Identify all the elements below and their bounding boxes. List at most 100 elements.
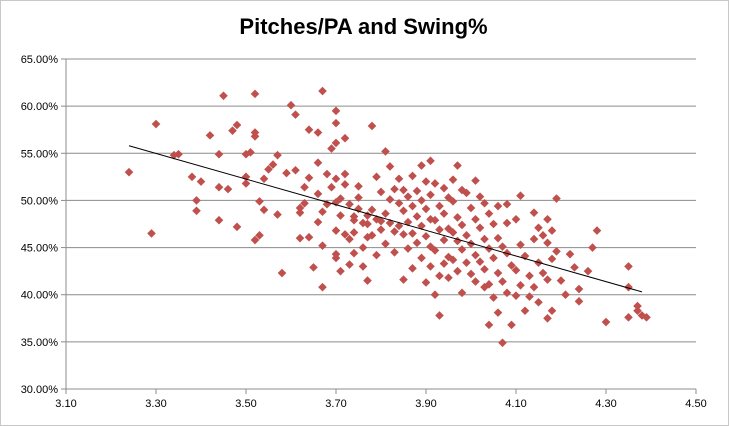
- data-point: [642, 313, 651, 322]
- x-tick-label: 3.10: [55, 398, 76, 410]
- data-point: [309, 263, 318, 272]
- data-point: [534, 223, 543, 233]
- data-point: [448, 197, 458, 206]
- data-point: [385, 162, 395, 171]
- data-point: [264, 165, 273, 174]
- data-point: [624, 313, 633, 322]
- data-point: [318, 207, 327, 217]
- data-point: [507, 320, 516, 330]
- data-point: [232, 222, 242, 232]
- data-point: [403, 192, 413, 201]
- data-point: [466, 203, 476, 213]
- data-point: [475, 192, 485, 201]
- data-point: [430, 179, 440, 188]
- data-point: [457, 245, 467, 254]
- data-point: [192, 206, 201, 216]
- trend-layer: [128, 145, 643, 293]
- data-point: [232, 120, 242, 130]
- x-tick-label: 4.10: [505, 398, 526, 410]
- data-point: [367, 121, 377, 131]
- data-point: [453, 213, 462, 222]
- data-point: [381, 147, 390, 156]
- data-point: [304, 232, 314, 242]
- data-point: [462, 188, 471, 198]
- data-point: [633, 301, 642, 311]
- data-point: [507, 261, 516, 270]
- data-point: [439, 183, 449, 193]
- data-point: [520, 251, 530, 261]
- data-point: [147, 229, 156, 238]
- data-point: [516, 280, 525, 290]
- data-point: [246, 148, 255, 157]
- data-point: [187, 172, 197, 182]
- data-point: [493, 268, 503, 278]
- data-point: [547, 306, 557, 316]
- data-point: [241, 172, 251, 182]
- data-point: [435, 225, 444, 234]
- data-point: [547, 254, 557, 264]
- x-tick-label: 4.30: [595, 398, 616, 410]
- data-point: [547, 226, 557, 235]
- data-point: [421, 231, 431, 241]
- data-point: [259, 174, 269, 184]
- data-point: [376, 187, 386, 197]
- data-point: [358, 218, 368, 228]
- data-point: [399, 275, 408, 284]
- data-point: [466, 269, 476, 279]
- data-point: [331, 226, 341, 235]
- data-point: [421, 204, 431, 214]
- data-point: [439, 209, 449, 218]
- data-point: [300, 198, 309, 208]
- data-point: [439, 235, 449, 245]
- data-point: [345, 260, 354, 269]
- data-point: [412, 238, 422, 248]
- data-point: [381, 239, 390, 249]
- data-point: [448, 255, 458, 265]
- data-point: [529, 282, 539, 292]
- data-point: [453, 266, 462, 276]
- data-point: [480, 264, 489, 274]
- data-point: [439, 259, 449, 268]
- data-point: [489, 253, 498, 263]
- data-point: [228, 126, 237, 135]
- data-point: [363, 219, 372, 229]
- data-point: [331, 138, 341, 148]
- data-point: [484, 280, 494, 289]
- data-point: [444, 224, 453, 234]
- data-point: [408, 264, 417, 273]
- data-point: [588, 243, 597, 252]
- data-point: [493, 201, 503, 211]
- data-point: [412, 186, 422, 196]
- data-point: [534, 297, 543, 307]
- data-point: [417, 253, 426, 263]
- data-point: [453, 161, 462, 170]
- data-point: [255, 197, 264, 206]
- data-point: [565, 249, 575, 259]
- data-point: [394, 198, 404, 208]
- data-point: [417, 161, 426, 170]
- y-tick-label: 30.00%: [21, 384, 59, 396]
- data-point: [574, 284, 584, 294]
- data-point: [214, 149, 224, 159]
- data-point: [475, 257, 485, 267]
- data-point: [367, 205, 377, 215]
- data-point: [480, 198, 489, 208]
- data-point: [214, 215, 224, 225]
- data-point: [273, 150, 282, 160]
- data-point: [394, 174, 404, 184]
- data-point: [444, 273, 453, 283]
- data-point: [223, 184, 233, 194]
- data-point: [435, 201, 444, 211]
- data-point: [376, 216, 386, 226]
- data-point: [435, 271, 444, 281]
- data-point: [502, 288, 512, 298]
- data-point: [300, 182, 309, 192]
- data-point: [462, 258, 471, 267]
- data-point: [489, 219, 498, 229]
- data-point: [624, 282, 633, 292]
- data-point: [327, 144, 336, 153]
- data-point: [466, 239, 476, 249]
- data-point: [448, 175, 458, 184]
- data-point: [331, 106, 341, 116]
- data-point: [295, 203, 305, 213]
